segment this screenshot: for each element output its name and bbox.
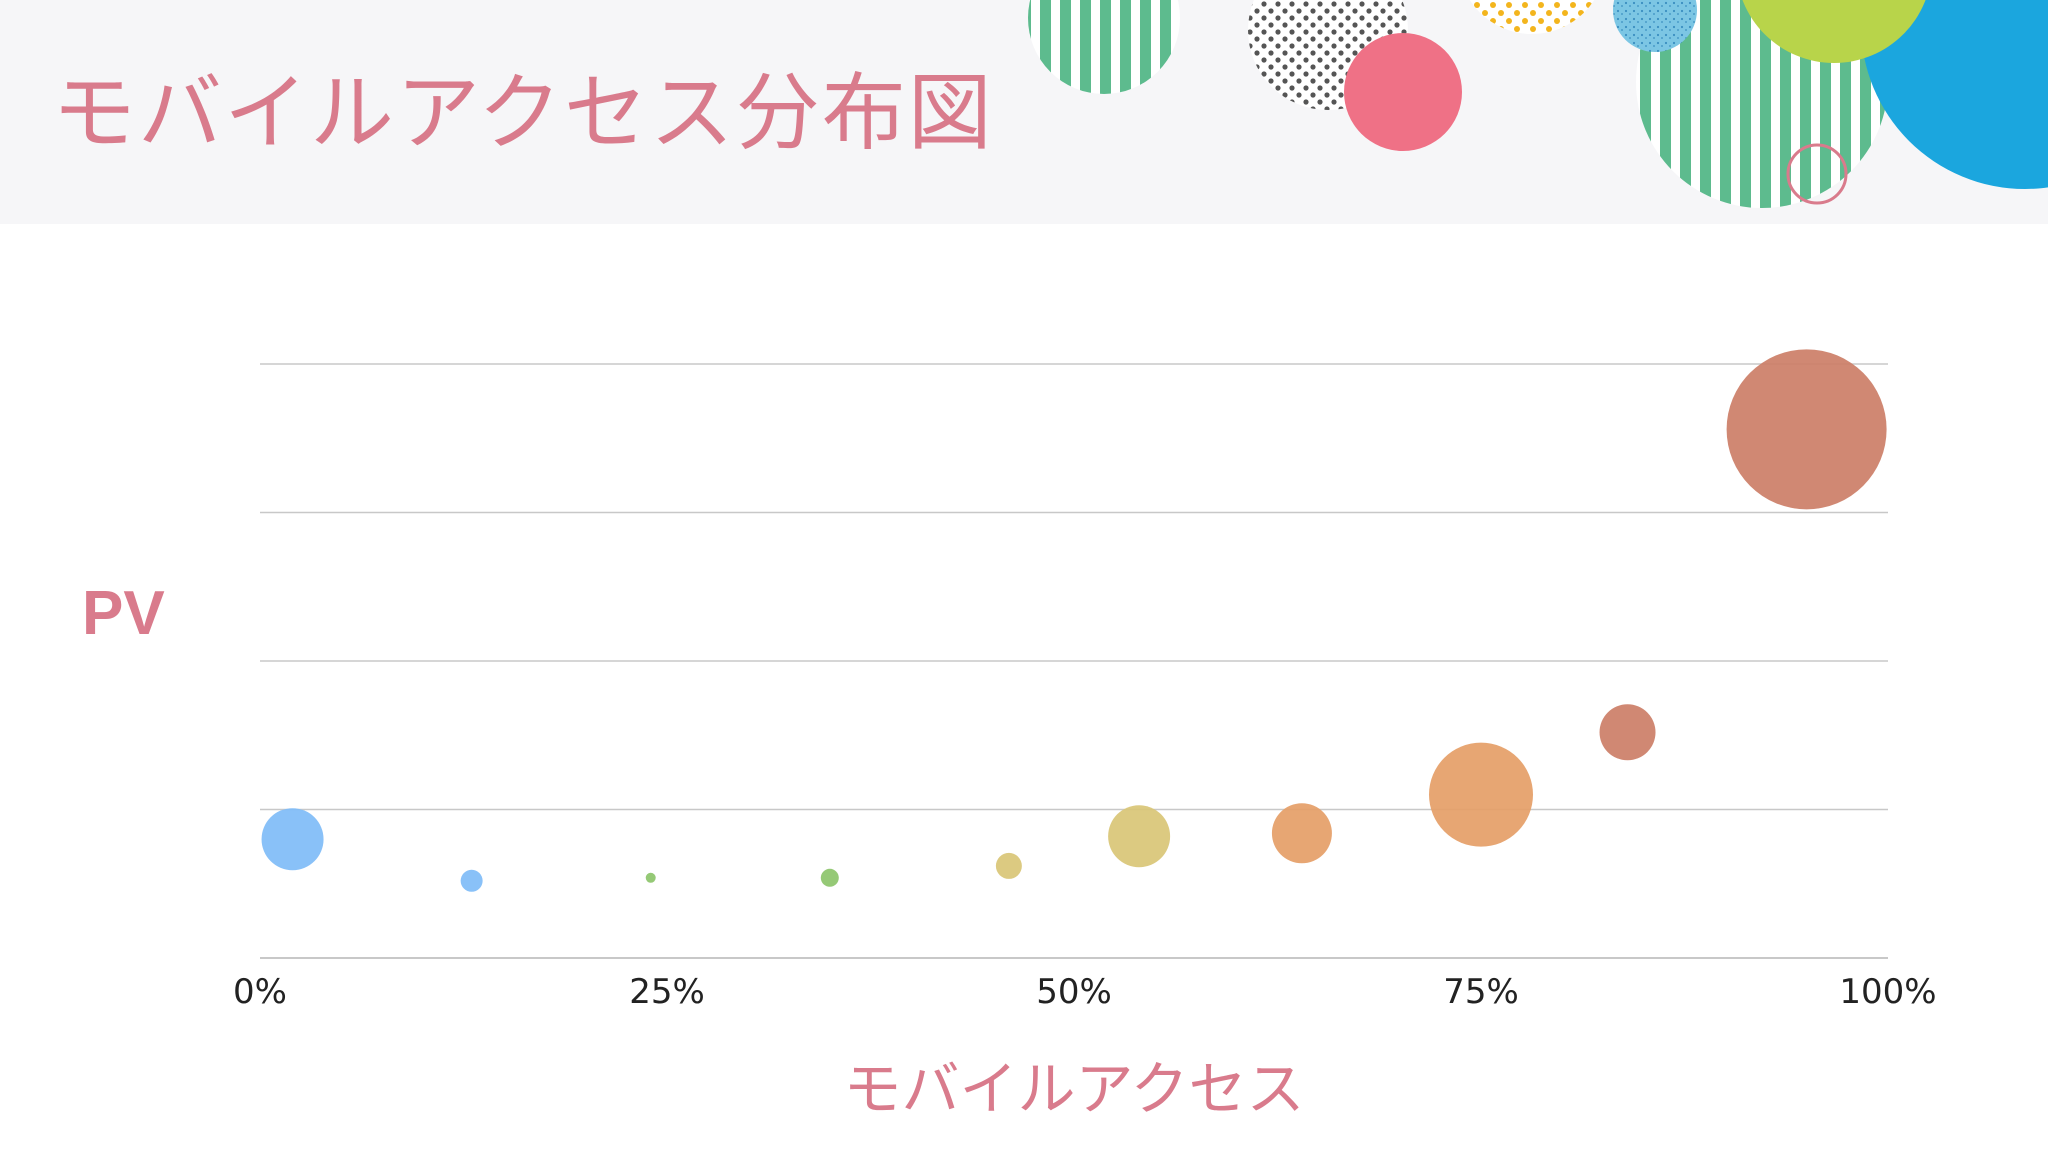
bubble-point bbox=[261, 808, 324, 871]
bubble-point bbox=[1271, 803, 1332, 864]
bubble-point bbox=[1429, 742, 1533, 847]
green-striped-circle-icon bbox=[1028, 0, 1180, 94]
yellow-dotted-circle-icon bbox=[1469, 0, 1595, 34]
outline-ring-icon bbox=[1786, 143, 1848, 205]
bubbles bbox=[261, 349, 1887, 892]
lime-circle-icon bbox=[1742, 0, 1926, 63]
bubble-point bbox=[995, 852, 1022, 879]
bubble-point bbox=[1599, 704, 1656, 761]
blue-circle-icon bbox=[1861, 0, 2048, 189]
x-tick-label: 0% bbox=[233, 972, 287, 1012]
pink-circle-icon bbox=[1344, 33, 1462, 151]
x-tick-label: 75% bbox=[1443, 972, 1519, 1012]
bubble-point bbox=[645, 872, 656, 883]
page-title: モバイルアクセス分布図 bbox=[52, 64, 994, 162]
x-tick-label: 25% bbox=[629, 972, 705, 1012]
speckled-blue-circle-icon bbox=[1613, 0, 1697, 52]
grid-lines bbox=[260, 363, 1888, 959]
bubble-point bbox=[820, 868, 839, 887]
decorative-circles bbox=[1028, 0, 2048, 208]
x-tick-label: 50% bbox=[1036, 972, 1112, 1012]
bubble-point bbox=[1726, 349, 1887, 510]
x-axis-label: モバイルアクセス bbox=[843, 1055, 1305, 1123]
x-tick-label: 100% bbox=[1839, 972, 1936, 1012]
x-tick-labels: 0% 25% 50% 75% 100% bbox=[233, 972, 1937, 1012]
y-axis-label: PV bbox=[82, 579, 165, 648]
bubble-point bbox=[1108, 805, 1171, 868]
bubble-chart: 0% 25% 50% 75% 100% bbox=[233, 349, 1937, 1012]
bubble-point bbox=[460, 869, 483, 892]
header-banner: モバイルアクセス分布図 bbox=[0, 0, 2048, 224]
